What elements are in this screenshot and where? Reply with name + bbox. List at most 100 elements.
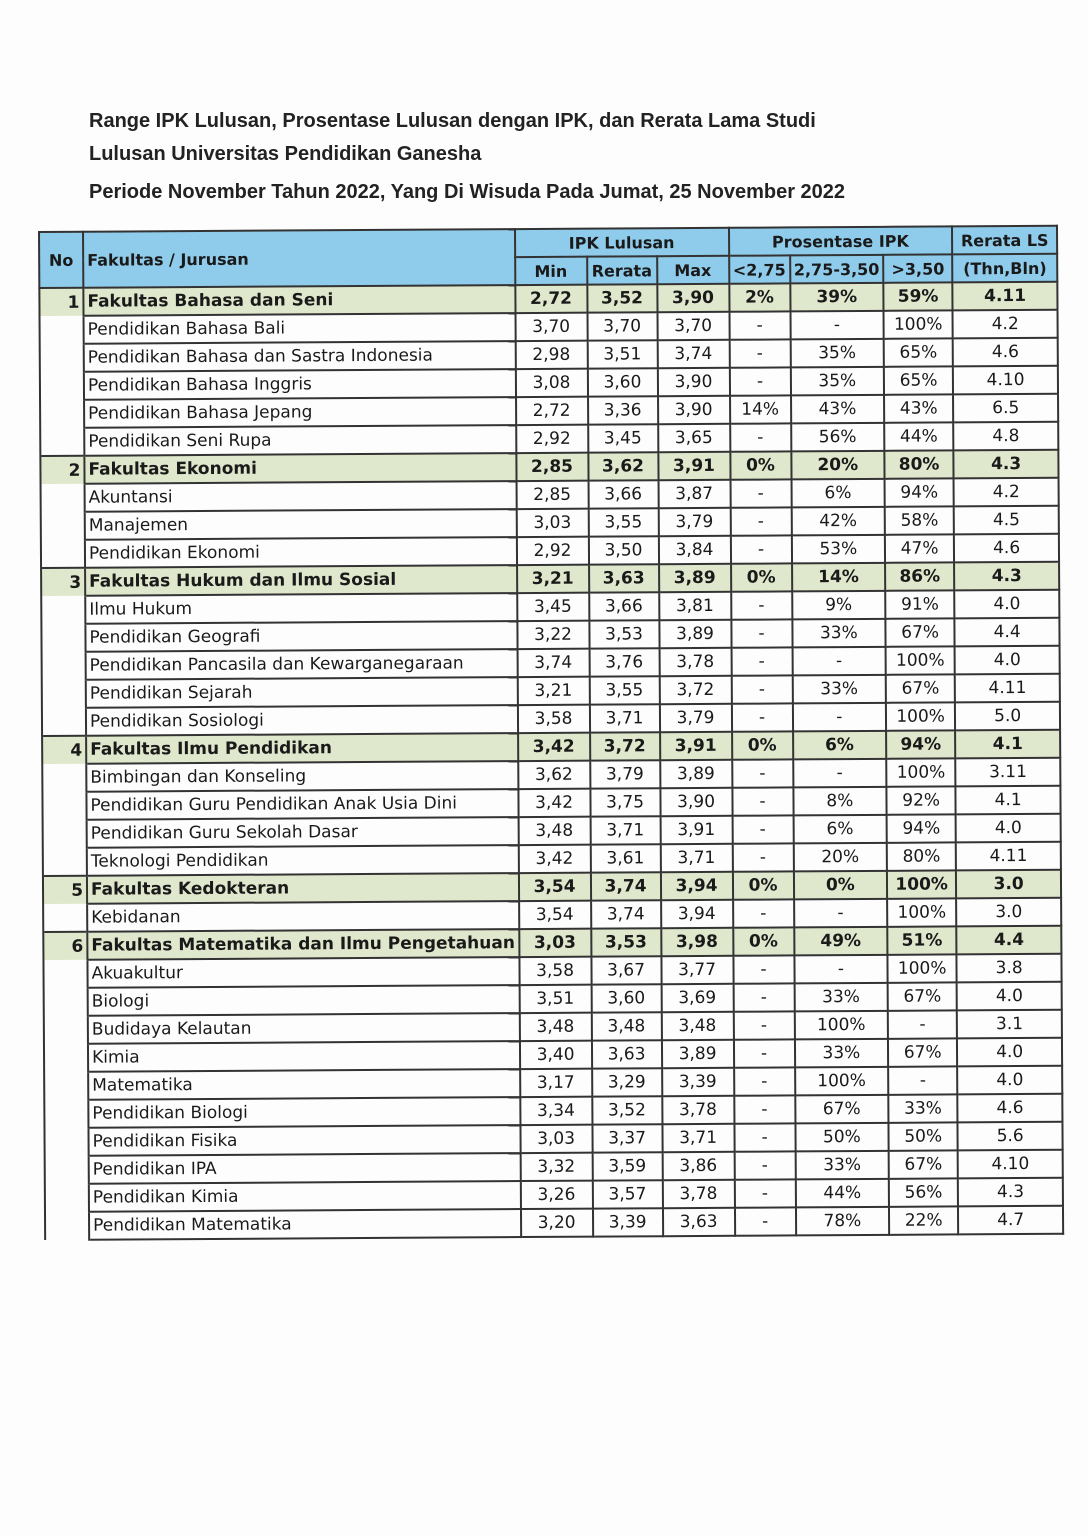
cell-p-gt-350: - <box>887 1010 958 1039</box>
row-no <box>39 371 85 400</box>
cell-rerata-ls: 4.6 <box>952 337 1058 367</box>
cell-p-275-350: 20% <box>793 842 888 872</box>
cell-min: 3,42 <box>517 732 590 762</box>
row-name: Pendidikan Guru Sekolah Dasar <box>86 817 519 848</box>
cell-min: 3,40 <box>519 1040 592 1070</box>
cell-min: 3,58 <box>517 704 590 734</box>
header-ipk: IPK Lulusan <box>514 227 729 258</box>
row-no <box>42 791 87 820</box>
row-no <box>41 651 86 680</box>
cell-p-gt-350: 100% <box>887 954 957 983</box>
cell-p-gt-350: 65% <box>884 366 954 395</box>
cell-p-lt-275: - <box>734 1123 796 1152</box>
cell-max: 3,78 <box>661 1095 735 1125</box>
cell-min: 3,03 <box>520 1124 593 1154</box>
cell-p-lt-275: 0% <box>732 927 795 956</box>
cell-rerata-ls: 3.0 <box>956 869 1062 899</box>
cell-rerata-ls: 4.6 <box>954 533 1060 563</box>
cell-max: 3,91 <box>659 731 732 761</box>
cell-min: 3,42 <box>517 788 591 818</box>
row-no: 2 <box>40 455 85 484</box>
cell-p-gt-350: 100% <box>886 758 956 787</box>
cell-min: 3,26 <box>520 1180 593 1210</box>
cell-max: 3,90 <box>659 787 733 817</box>
cell-rerata: 3,53 <box>590 928 662 957</box>
row-name: Fakultas Ekonomi <box>84 453 517 484</box>
cell-p-275-350: 53% <box>791 534 886 564</box>
row-no <box>40 511 85 540</box>
document-title-line-3: Periode November Tahun 2022, Yang Di Wis… <box>89 181 846 203</box>
cell-p-275-350: 20% <box>790 450 885 480</box>
cell-p-gt-350: 100% <box>887 898 957 927</box>
cell-p-275-350: 35% <box>790 338 885 368</box>
cell-rerata-ls: 5.6 <box>957 1121 1063 1151</box>
row-no <box>40 483 85 512</box>
cell-min: 2,85 <box>515 452 589 482</box>
cell-min: 3,70 <box>515 312 588 342</box>
cell-max: 3,94 <box>660 899 733 929</box>
cell-max: 3,74 <box>657 339 730 369</box>
cell-p-275-350: - <box>793 898 888 928</box>
cell-rerata-ls: 4.11 <box>952 281 1058 311</box>
cell-p-lt-275: - <box>733 1039 795 1068</box>
cell-p-gt-350: 65% <box>883 338 954 367</box>
header-rerata: Rerata <box>586 256 657 285</box>
cell-max: 3,65 <box>657 423 730 453</box>
cell-min: 3,58 <box>519 956 592 986</box>
row-no <box>42 763 87 792</box>
cell-p-gt-350: 67% <box>887 982 957 1011</box>
cell-rerata: 3,36 <box>587 396 658 425</box>
cell-p-lt-275: 14% <box>729 395 791 424</box>
cell-p-lt-275: - <box>730 619 793 648</box>
cell-rerata: 3,52 <box>591 1096 663 1125</box>
cell-rerata: 3,72 <box>589 732 660 761</box>
row-name: Bimbingan dan Konseling <box>86 761 518 792</box>
row-name: Teknologi Pendidikan <box>86 845 519 876</box>
cell-min: 3,62 <box>517 760 590 790</box>
cell-p-lt-275: - <box>729 423 791 452</box>
cell-rerata-ls: 4.11 <box>954 673 1061 703</box>
cell-p-275-350: 33% <box>792 674 887 704</box>
cell-p-275-350: 56% <box>790 422 885 452</box>
row-name: Ilmu Hukum <box>85 593 517 624</box>
cell-min: 3,21 <box>516 564 589 594</box>
row-name: Fakultas Bahasa dan Seni <box>83 285 516 316</box>
cell-max: 3,86 <box>662 1151 735 1181</box>
cell-max: 3,78 <box>659 647 732 677</box>
cell-min: 3,74 <box>517 648 590 678</box>
row-name: Fakultas Kedokteran <box>86 873 519 904</box>
cell-p-gt-350: 67% <box>885 674 956 703</box>
row-no <box>42 819 87 848</box>
header-p2: 2,75-3,50 <box>789 254 884 284</box>
cell-max: 3,94 <box>660 871 733 901</box>
cell-p-gt-350: 47% <box>885 534 955 563</box>
cell-p-275-350: 100% <box>794 1010 889 1040</box>
row-no <box>43 1043 89 1072</box>
header-ls-unit: (Thn,Bln) <box>952 253 1058 283</box>
cell-p-gt-350: 51% <box>887 926 957 955</box>
row-no: 4 <box>42 735 87 764</box>
cell-p-lt-275: - <box>732 815 794 844</box>
header-name: Fakultas / Jurusan <box>83 229 515 288</box>
cell-p-lt-275: 0% <box>731 731 793 760</box>
row-no <box>44 1211 90 1240</box>
cell-max: 3,89 <box>658 619 732 649</box>
cell-rerata: 3,53 <box>588 620 660 649</box>
cell-p-gt-350: 33% <box>888 1094 958 1123</box>
cell-p-lt-275: - <box>730 535 792 564</box>
cell-p-gt-350: 50% <box>888 1122 958 1151</box>
cell-p-275-350: 0% <box>793 870 888 900</box>
cell-min: 3,54 <box>518 872 591 902</box>
cell-max: 3,71 <box>660 843 733 873</box>
cell-min: 3,48 <box>519 1012 592 1042</box>
row-name: Pendidikan Guru Pendidikan Anak Usia Din… <box>86 789 519 820</box>
cell-max: 3,84 <box>658 535 731 565</box>
cell-max: 3,81 <box>658 591 731 621</box>
cell-min: 3,08 <box>515 368 588 398</box>
row-no <box>44 1127 89 1156</box>
cell-min: 3,03 <box>516 508 589 538</box>
cell-p-275-350: - <box>792 702 887 732</box>
cell-rerata-ls: 4.1 <box>955 729 1061 759</box>
cell-p-lt-275: - <box>731 703 793 732</box>
cell-min: 2,72 <box>515 396 588 426</box>
